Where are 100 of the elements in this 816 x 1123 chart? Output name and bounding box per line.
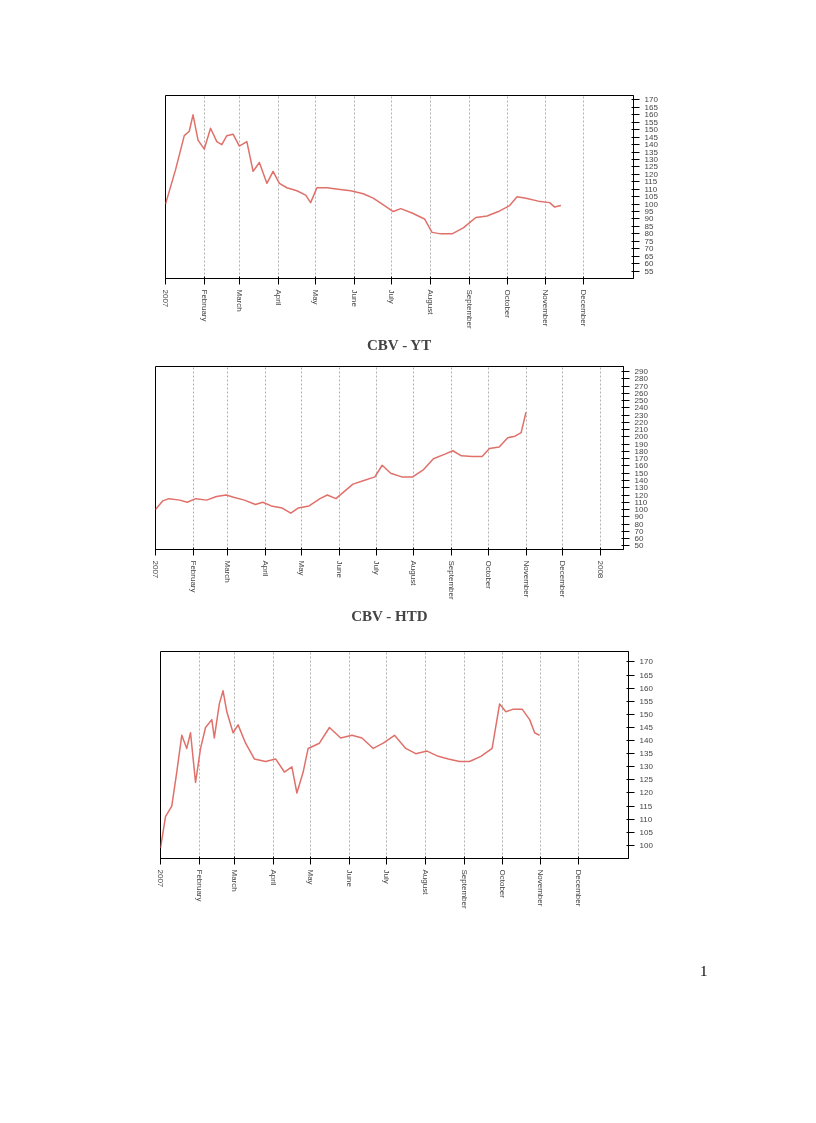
y-tick-label: 240	[634, 403, 649, 413]
x-tick-label: March	[234, 289, 244, 312]
y-tick-label: 120	[639, 788, 654, 798]
y-tick-label: 170	[644, 95, 659, 105]
x-tick-label: December	[558, 560, 568, 598]
x-tick-label: February	[194, 869, 204, 902]
x-tick-label: June	[335, 560, 345, 579]
y-tick-label: 100	[644, 199, 659, 209]
y-tick-label: 125	[639, 775, 654, 785]
y-tick-label: 85	[644, 221, 654, 231]
x-tick-label: October	[502, 289, 512, 319]
y-tick-label: 60	[634, 534, 644, 544]
y-tick-label: 290	[634, 367, 649, 377]
y-tick-label: 130	[644, 154, 659, 164]
x-tick-label: August	[421, 869, 431, 896]
y-tick-label: 160	[639, 683, 654, 693]
x-tick-label: July	[387, 289, 397, 304]
x-tick-label: August	[426, 289, 436, 316]
x-tick-label: November	[541, 289, 551, 327]
y-tick-label: 100	[634, 505, 649, 515]
x-tick-label: 2008	[595, 560, 605, 579]
text: 1	[700, 962, 708, 981]
y-tick-label: 65	[644, 251, 654, 261]
text: CBV - YT	[367, 336, 432, 353]
x-tick-label: 2007	[156, 869, 165, 888]
y-tick-label: 140	[639, 736, 654, 746]
y-tick-label: 80	[644, 229, 654, 239]
y-tick-label: 270	[634, 381, 649, 391]
y-tick-label: 55	[644, 266, 654, 276]
y-tick-label: 115	[639, 801, 653, 811]
y-tick-label: 180	[634, 446, 649, 456]
x-tick-label: November	[521, 560, 531, 598]
y-tick-label: 105	[644, 192, 659, 202]
x-tick-label: May	[297, 560, 307, 576]
y-tick-label: 170	[639, 657, 654, 667]
y-tick-label: 280	[634, 374, 649, 384]
line-series	[165, 114, 562, 235]
y-tick-label: 150	[644, 125, 659, 135]
y-tick-label: 105	[639, 827, 654, 837]
y-tick-label: 230	[634, 410, 649, 420]
line-series	[155, 411, 527, 514]
x-tick-label: March	[222, 560, 232, 583]
x-tick-label: May	[311, 289, 321, 305]
x-tick-label: June	[344, 869, 354, 888]
y-tick-label: 95	[644, 207, 654, 217]
y-tick-label: 210	[634, 425, 649, 435]
y-tick-label: 145	[639, 722, 654, 732]
x-tick-label: April	[260, 560, 270, 577]
x-tick-label: March	[229, 869, 239, 892]
y-tick-label: 140	[634, 476, 649, 486]
y-tick-label: 120	[634, 490, 649, 500]
y-tick-label: 200	[634, 432, 649, 442]
x-tick-label: April	[273, 289, 283, 306]
y-tick-label: 145	[644, 132, 659, 142]
x-tick-label: October	[497, 869, 507, 899]
x-tick-label: 2007	[151, 560, 160, 579]
y-tick-label: 125	[644, 162, 659, 172]
y-tick-label: 120	[644, 169, 659, 179]
y-tick-label: 110	[644, 184, 658, 194]
y-tick-label: 150	[634, 468, 649, 478]
y-tick-label: 160	[644, 110, 659, 120]
x-tick-label: October	[483, 560, 493, 590]
x-tick-label: September	[460, 869, 470, 909]
y-tick-label: 150	[639, 709, 654, 719]
x-tick-label: 2007	[161, 289, 170, 308]
x-tick-label: June	[349, 289, 359, 308]
x-tick-label: December	[578, 289, 588, 327]
y-tick-label: 70	[634, 526, 644, 536]
y-tick-label: 135	[644, 147, 659, 157]
x-tick-label: May	[306, 869, 316, 885]
line-series	[160, 690, 541, 849]
y-tick-label: 110	[634, 497, 648, 507]
y-tick-label: 135	[639, 749, 654, 759]
y-tick-label: 260	[634, 388, 649, 398]
y-tick-label: 155	[644, 117, 659, 127]
y-tick-label: 165	[644, 102, 659, 112]
y-tick-label: 100	[639, 840, 654, 850]
y-tick-label: 130	[634, 483, 649, 493]
text: CBV - HTD	[351, 607, 428, 624]
y-tick-label: 90	[634, 512, 644, 522]
y-tick-label: 140	[644, 140, 659, 150]
y-tick-label: 160	[634, 461, 649, 471]
y-tick-label: 220	[634, 417, 649, 427]
x-tick-label: February	[188, 560, 198, 593]
x-tick-label: July	[371, 560, 381, 575]
y-tick-label: 165	[639, 670, 654, 680]
y-tick-label: 75	[644, 236, 654, 246]
x-tick-label: November	[536, 869, 546, 907]
x-tick-label: September	[447, 560, 457, 600]
y-tick-label: 60	[644, 259, 654, 269]
y-tick-label: 170	[634, 454, 649, 464]
y-tick-label: 190	[634, 439, 649, 449]
x-tick-label: July	[382, 869, 392, 884]
x-tick-label: August	[409, 560, 419, 587]
x-tick-label: February	[199, 289, 209, 322]
y-tick-label: 115	[644, 177, 658, 187]
y-tick-label: 80	[634, 519, 644, 529]
y-tick-label: 130	[639, 762, 654, 772]
x-tick-label: December	[573, 869, 583, 907]
y-tick-label: 50	[634, 541, 644, 551]
